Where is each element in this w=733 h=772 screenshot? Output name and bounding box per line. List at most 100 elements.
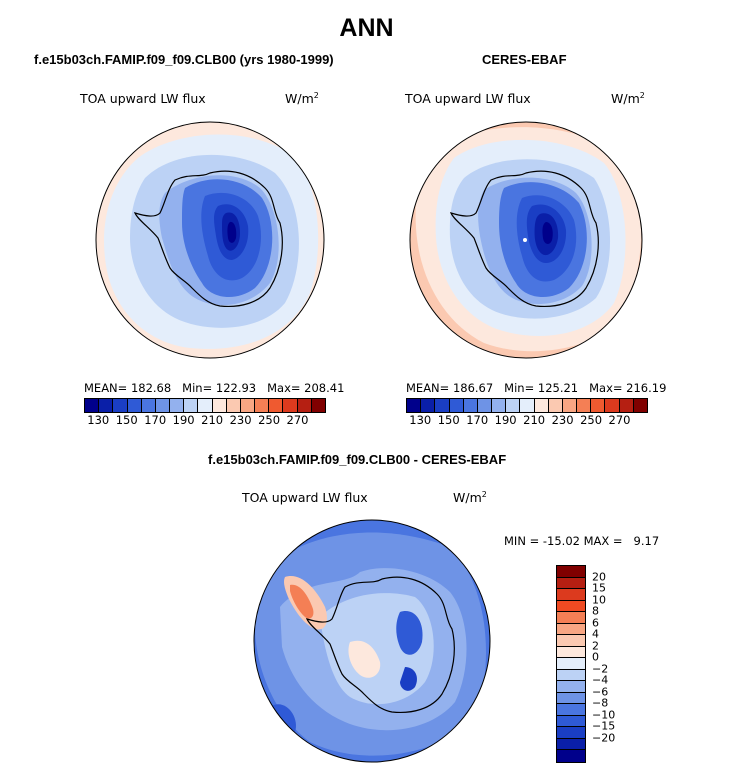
colorbar-swatch	[591, 399, 606, 412]
colorbar-tick-label: 230	[229, 413, 252, 427]
units-label-diff: W/m2	[453, 490, 487, 506]
colorbar-tick-label: 210	[201, 413, 224, 427]
stats-diff: MIN = -15.02 MAX = 9.17	[504, 534, 660, 548]
colorbar-swatch	[557, 646, 585, 659]
colorbar-tick-label: 6	[592, 616, 599, 630]
colorbar-swatch	[477, 399, 493, 412]
colorbar-tick-label: 8	[592, 604, 599, 618]
map-diff	[253, 519, 491, 763]
colorbar-swatch	[520, 399, 535, 412]
colorbar-swatch	[113, 399, 128, 412]
colorbar-tick-label: 4	[592, 627, 599, 641]
colorbar-swatch	[463, 399, 478, 412]
panel-title-obs: CERES-EBAF	[482, 52, 567, 67]
colorbar-tick-label: −2	[592, 662, 609, 676]
colorbar-swatch	[198, 399, 213, 412]
colorbar-swatch	[155, 399, 171, 412]
colorbar-swatch	[557, 566, 585, 578]
colorbar-tick-label: 170	[466, 413, 489, 427]
colorbar-swatch	[557, 681, 585, 693]
colorbar-swatch	[557, 738, 585, 751]
colorbar-swatch	[557, 589, 585, 601]
colorbar-tick-label: −8	[592, 696, 609, 710]
colorbar-tick-label: 270	[286, 413, 309, 427]
colorbar-swatch	[99, 399, 114, 412]
colorbar-tick-label: 130	[87, 413, 110, 427]
units-label-model: W/m2	[285, 91, 319, 107]
colorbar-swatch	[240, 399, 256, 412]
colorbar-tick-label: 210	[523, 413, 546, 427]
colorbar-tick-label: 250	[258, 413, 281, 427]
colorbar-swatch	[605, 399, 620, 412]
colorbar-tick-label: 2	[592, 639, 599, 653]
colorbar-swatch	[141, 399, 156, 412]
colorbar-swatch	[170, 399, 185, 412]
colorbar-swatch	[534, 399, 549, 412]
colorbar-model: 130 150 170 190 210 230 250 270	[84, 398, 326, 427]
colorbar-tick-label: 270	[608, 413, 631, 427]
map-model	[95, 121, 325, 359]
colorbar-tick-label: 150	[437, 413, 460, 427]
colorbar-tick-label: 250	[580, 413, 603, 427]
colorbar-swatch	[557, 600, 585, 613]
colorbar-tick-label: −15	[592, 719, 616, 733]
variable-label-model: TOA upward LW flux	[80, 91, 206, 106]
variable-label-obs: TOA upward LW flux	[405, 91, 531, 106]
colorbar-diff-labels: 20 15 10 8 6 4 2 0 −2 −4 −6 −8 −10 −15 −20	[592, 565, 632, 761]
colorbar-swatch	[557, 750, 585, 762]
colorbar-tick-label: −20	[592, 731, 616, 745]
map-obs	[409, 121, 643, 359]
colorbar-swatch	[633, 399, 647, 412]
stats-model: MEAN= 182.68 Min= 122.93 Max= 208.41	[84, 381, 345, 395]
colorbar-tick-label: 170	[144, 413, 167, 427]
colorbar-swatch	[407, 399, 422, 412]
colorbar-swatch	[255, 399, 270, 412]
stats-obs: MEAN= 186.67 Min= 125.21 Max= 216.19	[406, 381, 667, 395]
colorbar-tick-label: 15	[592, 581, 606, 595]
colorbar-swatch	[311, 399, 325, 412]
main-title: ANN	[339, 14, 394, 42]
colorbar-swatch	[557, 612, 585, 624]
colorbar-swatch	[435, 399, 450, 412]
colorbar-swatch	[127, 399, 142, 412]
units-label-obs: W/m2	[611, 91, 645, 107]
variable-label-diff: TOA upward LW flux	[242, 490, 368, 505]
colorbar-swatch	[492, 399, 507, 412]
colorbar-swatch	[557, 623, 585, 636]
panel-title-model: f.e15b03ch.FAMIP.f09_f09.CLB00 (yrs 1980…	[34, 52, 334, 67]
colorbar-tick-label: 150	[115, 413, 138, 427]
colorbar-tick-label: 0	[592, 650, 599, 664]
panel-title-diff: f.e15b03ch.FAMIP.f09_f09.CLB00 - CERES-E…	[208, 452, 507, 467]
colorbar-swatch	[557, 635, 585, 647]
colorbar-swatch	[562, 399, 578, 412]
colorbar-swatch	[449, 399, 464, 412]
colorbar-swatch	[577, 399, 592, 412]
colorbar-tick-label: −4	[592, 673, 609, 687]
colorbar-swatch	[421, 399, 436, 412]
colorbar-tick-label: −6	[592, 685, 609, 699]
colorbar-tick-label: 10	[592, 593, 606, 607]
colorbar-swatch	[226, 399, 241, 412]
colorbar-tick-label: −10	[592, 708, 616, 722]
colorbar-swatch	[212, 399, 227, 412]
colorbar-swatch	[557, 658, 585, 670]
colorbar-swatch	[557, 577, 585, 590]
colorbar-tick-label: 190	[494, 413, 517, 427]
colorbar-swatch	[548, 399, 563, 412]
colorbar-swatch	[619, 399, 634, 412]
colorbar-obs: 130 150 170 190 210 230 250 270	[406, 398, 648, 427]
colorbar-swatch	[557, 692, 585, 705]
colorbar-tick-label: 190	[172, 413, 195, 427]
colorbar-swatch	[269, 399, 284, 412]
colorbar-swatch	[184, 399, 199, 412]
colorbar-swatch	[557, 704, 585, 716]
colorbar-tick-label: 20	[592, 570, 606, 584]
colorbar-diff	[556, 565, 586, 763]
colorbar-swatch	[557, 727, 585, 739]
colorbar-tick-label: 230	[551, 413, 574, 427]
colorbar-swatch	[283, 399, 298, 412]
colorbar-swatch	[557, 669, 585, 682]
colorbar-swatch	[506, 399, 521, 412]
colorbar-tick-label: 130	[409, 413, 432, 427]
colorbar-swatch	[85, 399, 100, 412]
